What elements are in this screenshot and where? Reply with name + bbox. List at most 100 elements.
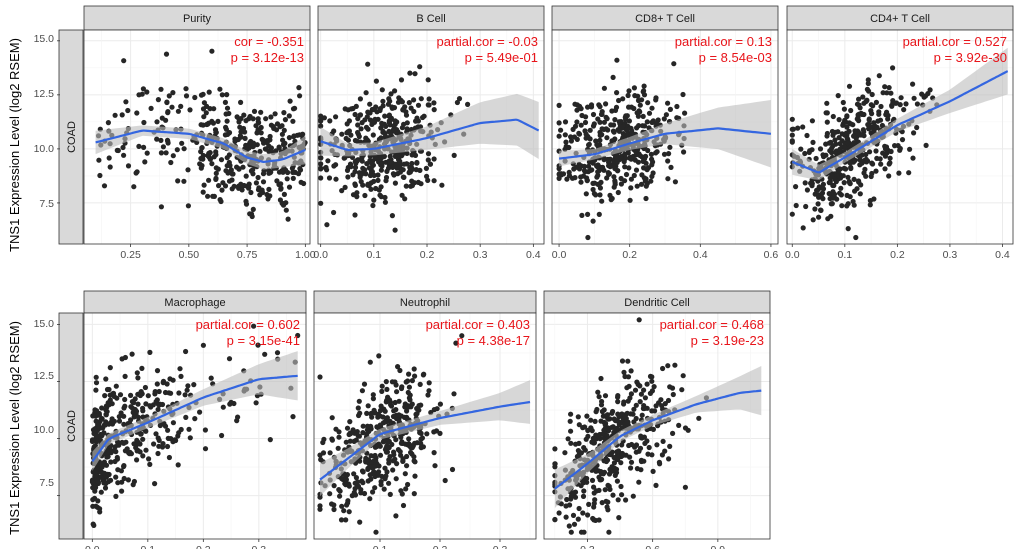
confidence-band (92, 351, 298, 471)
point (636, 317, 642, 323)
point (384, 397, 390, 403)
point (622, 164, 628, 170)
point (404, 120, 410, 126)
x-tick-label: 0.75 (237, 249, 258, 261)
point (386, 112, 392, 118)
point (648, 178, 654, 184)
point (345, 500, 351, 506)
point (584, 479, 590, 485)
point (403, 486, 409, 492)
point (248, 168, 254, 174)
point (624, 113, 630, 119)
point (238, 181, 244, 187)
point (282, 140, 288, 146)
point (597, 192, 603, 198)
point (206, 177, 212, 183)
point (104, 386, 111, 393)
point (412, 373, 418, 379)
correlation-label: partial.cor = 0.468 (660, 317, 764, 332)
point (377, 413, 383, 419)
point (370, 132, 376, 138)
point (403, 379, 409, 385)
point (628, 465, 634, 471)
point (185, 167, 191, 173)
point (887, 160, 893, 166)
point (134, 437, 140, 443)
point (198, 165, 204, 171)
point (355, 433, 361, 439)
point (832, 129, 839, 135)
point (425, 102, 431, 108)
point (616, 422, 623, 428)
point (352, 182, 358, 188)
point (886, 173, 892, 179)
point (888, 148, 894, 155)
point (878, 161, 884, 167)
point (285, 216, 291, 222)
point (113, 383, 119, 389)
point (256, 120, 262, 126)
point (160, 144, 166, 150)
point (586, 141, 592, 147)
point (377, 452, 384, 458)
point (568, 493, 574, 499)
point (140, 86, 146, 92)
correlation-label: partial.cor = 0.13 (675, 34, 772, 49)
point (164, 443, 171, 450)
x-tick-label: 0.3 (580, 544, 595, 549)
point (451, 391, 457, 397)
point (653, 97, 659, 103)
point (827, 148, 833, 154)
x-tick-label: 0.3 (252, 544, 267, 549)
point (181, 178, 187, 184)
point (90, 497, 96, 503)
point (631, 172, 637, 179)
point (395, 99, 402, 105)
point (386, 480, 392, 486)
point (373, 78, 379, 84)
point (132, 406, 138, 413)
point (200, 91, 206, 97)
point (297, 166, 303, 172)
point (612, 181, 618, 187)
panel-title: CD4+ T Cell (870, 13, 930, 25)
point (341, 508, 347, 514)
point (343, 439, 349, 445)
point (356, 398, 362, 404)
point (370, 202, 376, 209)
point (169, 104, 175, 110)
point (659, 452, 666, 458)
point (442, 477, 448, 484)
point (609, 424, 615, 430)
point (185, 203, 191, 209)
point (342, 106, 348, 112)
point (283, 207, 289, 213)
point (628, 391, 635, 397)
point (556, 510, 562, 516)
point (658, 397, 664, 403)
point (256, 185, 262, 191)
point (802, 180, 808, 186)
point (874, 124, 880, 130)
point (859, 111, 865, 117)
point (318, 165, 324, 171)
point (844, 130, 850, 136)
point (576, 505, 582, 512)
point (274, 350, 281, 356)
x-ticks: 0.0 0.1 0.2 0.3 0.4 (313, 244, 541, 261)
point (170, 420, 176, 426)
point (276, 145, 282, 151)
point (605, 499, 611, 505)
point (202, 446, 209, 452)
point (610, 74, 616, 80)
point (388, 403, 395, 409)
y-tick-label: 10.0 (34, 424, 55, 436)
point (391, 105, 398, 111)
point (144, 150, 150, 156)
x-ticks: 0.3 0.6 0.9 (580, 539, 725, 549)
point (409, 160, 415, 167)
point (612, 117, 618, 123)
point (417, 381, 423, 387)
point (366, 428, 372, 434)
point (596, 211, 602, 217)
